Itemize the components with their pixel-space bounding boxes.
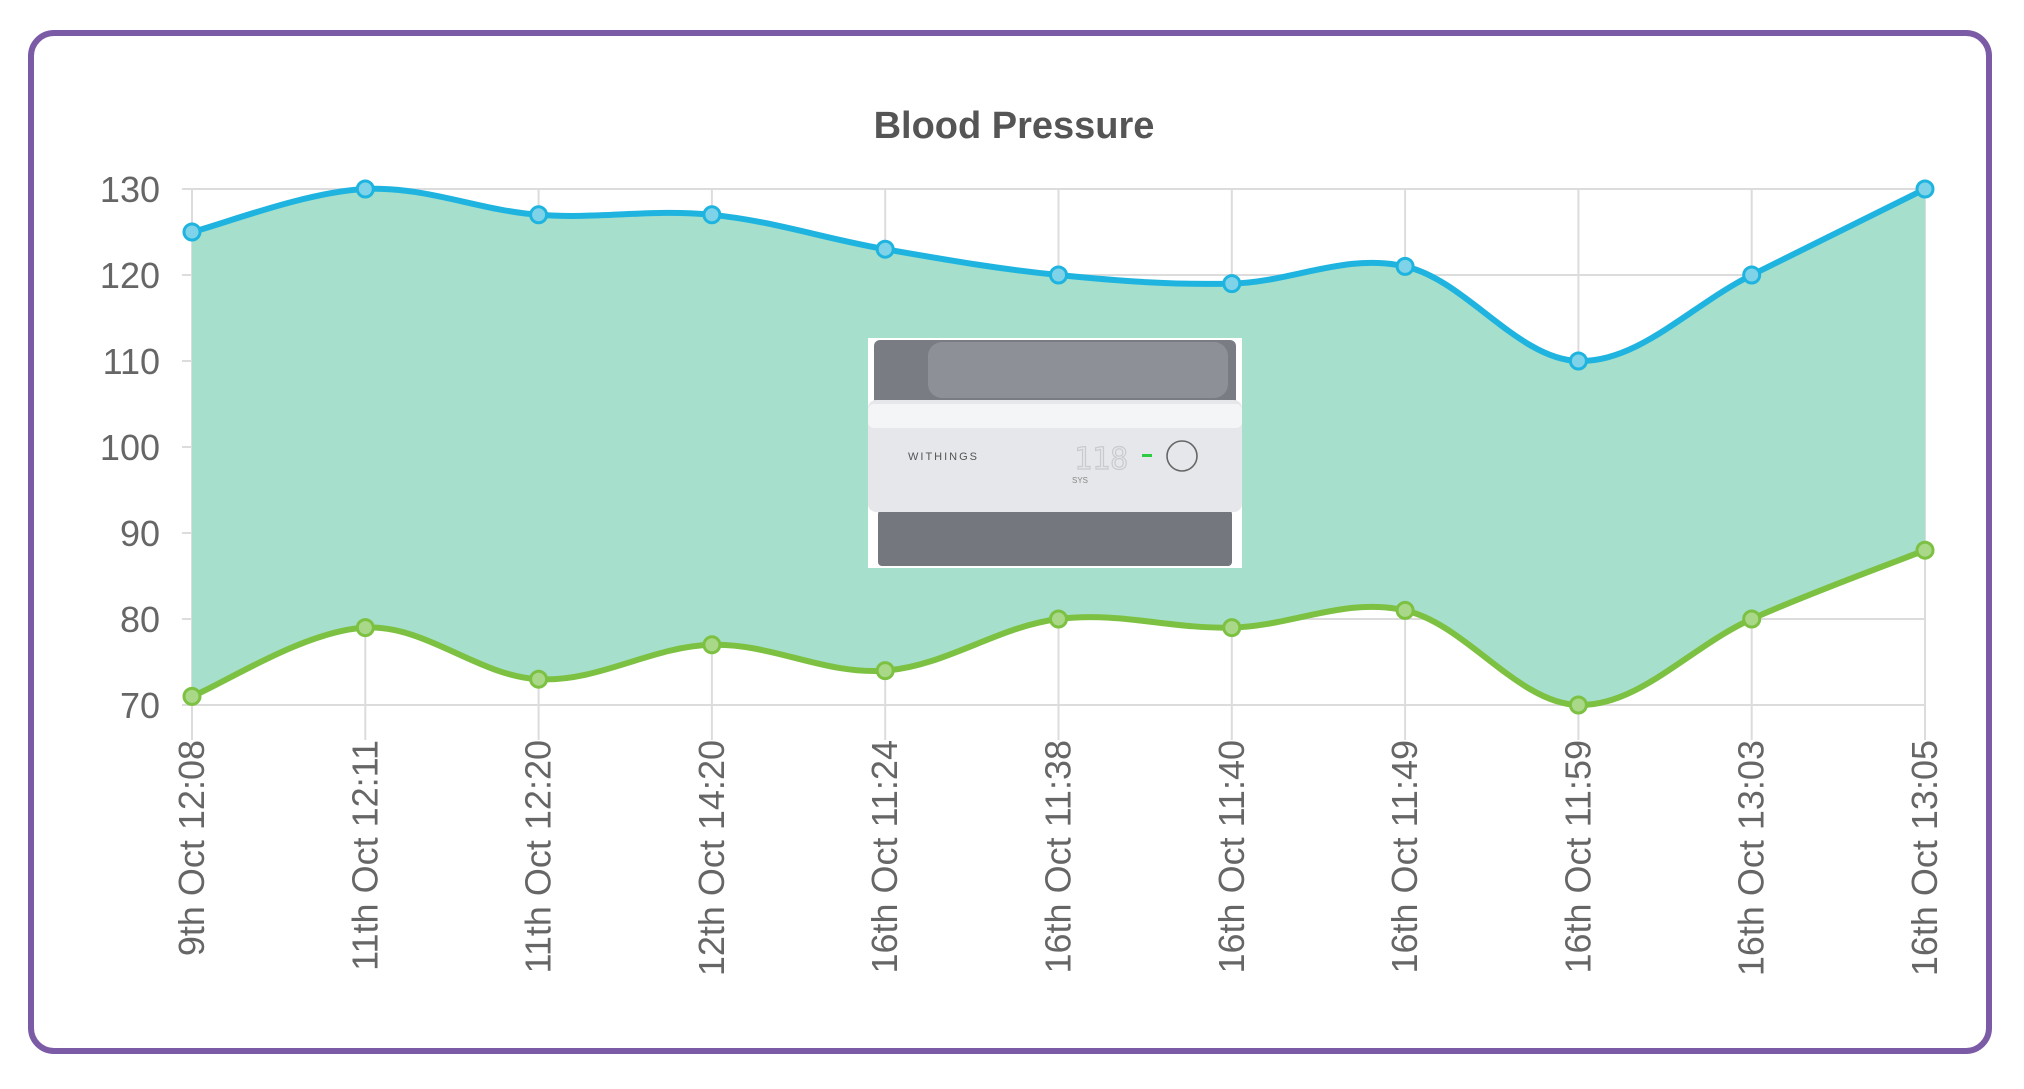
device-indicator (1142, 454, 1152, 457)
data-point (355, 618, 375, 638)
data-point (875, 239, 895, 259)
x-tick-label: 16th Oct 11:40 (1211, 740, 1252, 974)
x-tick-label: 16th Oct 11:38 (1038, 740, 1079, 974)
data-point (182, 686, 202, 706)
y-tick-label: 80 (120, 599, 160, 640)
device-display-value: 118 (1074, 442, 1128, 477)
device-cuff-bottom (878, 510, 1232, 566)
series-points (182, 179, 1935, 715)
data-point (1049, 609, 1068, 629)
data-point (1742, 265, 1762, 285)
x-tick-label: 9th Oct 12:08 (171, 740, 212, 956)
x-tick-label: 12th Oct 14:20 (691, 740, 732, 976)
x-axis-ticks: 9th Oct 12:08 11th Oct 12:11 11th Oct 12:2… (171, 740, 1945, 976)
device-cuff-top-fold (928, 342, 1228, 398)
x-tick-label: 16th Oct 13:03 (1731, 740, 1772, 976)
data-point (702, 205, 722, 225)
data-point (1049, 265, 1068, 285)
y-tick-label: 70 (120, 685, 160, 726)
data-point (1742, 609, 1762, 629)
data-point (1222, 618, 1242, 638)
device-display-label: SYS (1072, 476, 1088, 485)
data-point (1568, 695, 1588, 715)
data-point (182, 222, 202, 242)
data-point (702, 635, 722, 655)
chart-title: Blood Pressure (874, 105, 1155, 147)
blood-pressure-monitor-image: WITHINGS 118 SYS (868, 338, 1242, 568)
x-tick-label: 16th Oct 11:49 (1384, 740, 1425, 974)
x-tick-label: 11th Oct 12:20 (518, 740, 559, 974)
y-tick-label: 100 (100, 427, 160, 468)
data-point (529, 205, 549, 225)
y-tick-label: 130 (100, 169, 160, 210)
device-button (1166, 440, 1198, 472)
y-tick-label: 120 (100, 255, 160, 296)
data-point (875, 661, 895, 681)
data-point (1395, 600, 1415, 620)
device-brand: WITHINGS (908, 451, 979, 463)
data-point (1395, 256, 1415, 276)
data-point (355, 179, 375, 199)
data-point (1222, 274, 1242, 294)
y-axis-ticks: 70 80 90 100 110 120 130 (100, 169, 160, 726)
x-tick-label: 16th Oct 11:24 (864, 740, 905, 974)
data-point (1915, 179, 1935, 199)
x-tick-label: 11th Oct 12:11 (344, 740, 385, 971)
data-point (529, 669, 549, 689)
device-body-highlight (868, 404, 1242, 428)
data-point (1568, 351, 1588, 371)
y-tick-label: 110 (103, 341, 160, 382)
data-point (1915, 540, 1935, 560)
x-tick-label: 16th Oct 11:59 (1557, 740, 1598, 974)
x-tick-label: 16th Oct 13:05 (1904, 740, 1945, 976)
y-tick-label: 90 (120, 513, 160, 554)
